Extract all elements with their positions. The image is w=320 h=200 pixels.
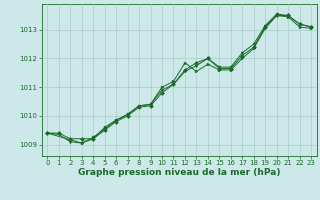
X-axis label: Graphe pression niveau de la mer (hPa): Graphe pression niveau de la mer (hPa) bbox=[78, 168, 280, 177]
